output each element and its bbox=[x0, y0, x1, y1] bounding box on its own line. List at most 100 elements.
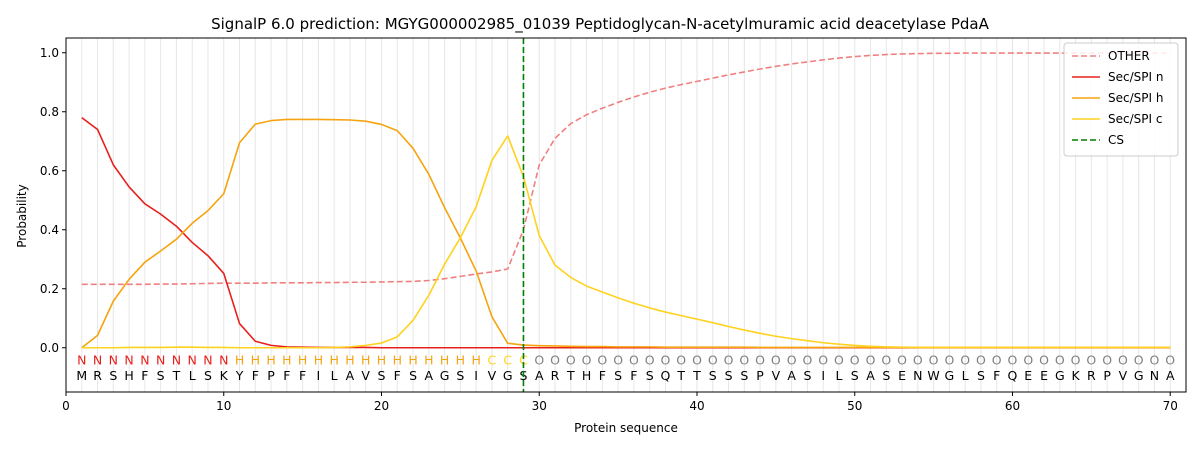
residue-letter: W bbox=[927, 368, 939, 383]
region-label: O bbox=[1102, 353, 1112, 368]
residue-letter: A bbox=[535, 368, 544, 383]
x-tick-label: 0 bbox=[62, 399, 70, 413]
residue-letter: R bbox=[1087, 368, 1096, 383]
residue-letter: A bbox=[1166, 368, 1175, 383]
region-label: O bbox=[676, 353, 686, 368]
region-label: N bbox=[93, 353, 102, 368]
region-label: O bbox=[1071, 353, 1081, 368]
region-label: O bbox=[913, 353, 923, 368]
region-label: N bbox=[140, 353, 149, 368]
legend-label: Sec/SPI c bbox=[1108, 112, 1162, 126]
residue-letter: H bbox=[124, 368, 133, 383]
legend-label: Sec/SPI n bbox=[1108, 70, 1163, 84]
residue-letter: A bbox=[787, 368, 796, 383]
residue-letter: N bbox=[913, 368, 922, 383]
residue-letter: G bbox=[1055, 368, 1065, 383]
residue-letter: L bbox=[835, 368, 842, 383]
region-label: H bbox=[329, 353, 338, 368]
x-tick-label: 10 bbox=[216, 399, 231, 413]
region-label: O bbox=[1023, 353, 1033, 368]
residue-letter: P bbox=[1103, 368, 1111, 383]
region-label: O bbox=[1134, 353, 1144, 368]
residue-letter: S bbox=[378, 368, 386, 383]
region-label: O bbox=[1118, 353, 1128, 368]
residue-letter: N bbox=[1150, 368, 1159, 383]
region-label: O bbox=[960, 353, 970, 368]
residue-letter: A bbox=[866, 368, 875, 383]
residue-letter: S bbox=[977, 368, 985, 383]
region-label: O bbox=[645, 353, 655, 368]
residue-letter: S bbox=[204, 368, 212, 383]
residue-letter: M bbox=[76, 368, 87, 383]
residue-letter: S bbox=[882, 368, 890, 383]
residue-letter: P bbox=[756, 368, 764, 383]
region-label: H bbox=[471, 353, 480, 368]
chart-title: SignalP 6.0 prediction: MGYG000002985_01… bbox=[211, 15, 990, 34]
y-tick-label: 1.0 bbox=[40, 46, 59, 60]
region-label: O bbox=[850, 353, 860, 368]
region-label: O bbox=[582, 353, 592, 368]
region-label: O bbox=[629, 353, 639, 368]
residue-letter: K bbox=[1071, 368, 1080, 383]
region-label: C bbox=[503, 353, 512, 368]
region-label: H bbox=[235, 353, 244, 368]
residue-letter: G bbox=[945, 368, 955, 383]
region-label: O bbox=[787, 353, 797, 368]
residue-letter: S bbox=[740, 368, 748, 383]
grid-layer bbox=[81, 38, 1171, 392]
residue-letter: G bbox=[1134, 368, 1144, 383]
residue-letter: F bbox=[141, 368, 148, 383]
residue-letter: F bbox=[394, 368, 401, 383]
residue-letter: Y bbox=[235, 368, 244, 383]
residue-letter: A bbox=[346, 368, 355, 383]
residue-letter: G bbox=[503, 368, 513, 383]
legend-label: OTHER bbox=[1108, 49, 1150, 63]
region-label: N bbox=[219, 353, 228, 368]
x-tick-label: 70 bbox=[1163, 399, 1178, 413]
legend-label: Sec/SPI h bbox=[1108, 91, 1163, 105]
series-line-sec-spi-c bbox=[81, 135, 1171, 349]
residue-letter: F bbox=[252, 368, 259, 383]
region-label: O bbox=[597, 353, 607, 368]
x-tick-label: 30 bbox=[532, 399, 547, 413]
series-line-other bbox=[81, 52, 1171, 286]
residue-letter: G bbox=[440, 368, 450, 383]
residue-letter: E bbox=[1040, 368, 1048, 383]
region-label: H bbox=[456, 353, 465, 368]
region-label: H bbox=[282, 353, 291, 368]
region-label: O bbox=[724, 353, 734, 368]
region-label: N bbox=[124, 353, 133, 368]
region-label: O bbox=[866, 353, 876, 368]
region-label: O bbox=[1008, 353, 1018, 368]
sequence-annotation: NMNRNSNHNFNSNTNLNSNKHYHFHPHFHFHIHLHAHVHS… bbox=[76, 353, 1175, 384]
residue-letter: E bbox=[1024, 368, 1032, 383]
series-line-sec-spi-h bbox=[81, 118, 1171, 349]
x-tick-label: 60 bbox=[1005, 399, 1020, 413]
region-label: O bbox=[818, 353, 828, 368]
legend-box bbox=[1063, 42, 1179, 157]
region-label: O bbox=[771, 353, 781, 368]
region-label: O bbox=[708, 353, 718, 368]
series-layer bbox=[81, 52, 1171, 349]
residue-letter: V bbox=[772, 368, 781, 383]
region-label: H bbox=[251, 353, 260, 368]
residue-letter: F bbox=[299, 368, 306, 383]
region-label: O bbox=[739, 353, 749, 368]
region-label: O bbox=[881, 353, 891, 368]
region-label: O bbox=[692, 353, 702, 368]
residue-letter: S bbox=[709, 368, 717, 383]
region-label: O bbox=[929, 353, 939, 368]
region-label: H bbox=[266, 353, 275, 368]
residue-letter: I bbox=[317, 368, 321, 383]
residue-letter: R bbox=[551, 368, 560, 383]
region-label: O bbox=[1150, 353, 1160, 368]
residue-letter: F bbox=[993, 368, 1000, 383]
region-label: O bbox=[755, 353, 765, 368]
residue-letter: Q bbox=[1008, 368, 1018, 383]
residue-letter: S bbox=[803, 368, 811, 383]
x-axis-label: Protein sequence bbox=[574, 421, 678, 435]
region-label: O bbox=[897, 353, 907, 368]
residue-letter: T bbox=[566, 368, 575, 383]
x-tick-label: 20 bbox=[374, 399, 389, 413]
